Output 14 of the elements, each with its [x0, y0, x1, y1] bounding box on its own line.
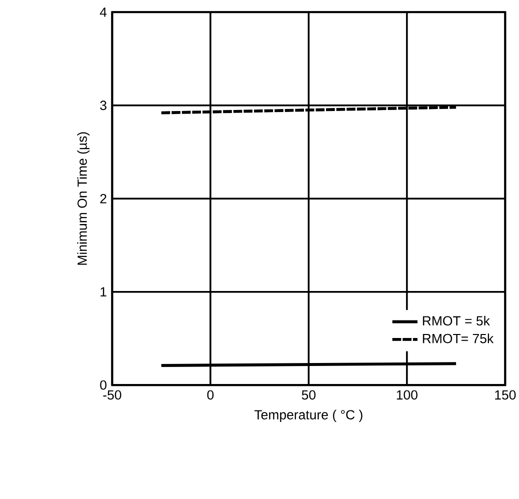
legend-label: RMOT= 75k: [422, 334, 494, 344]
y-tick-label: 0: [100, 380, 106, 390]
y-axis-title: Minimum On Time (µs): [77, 132, 90, 265]
y-tick-label: 2: [100, 194, 106, 204]
x-tick-label: 0: [207, 390, 214, 400]
x-axis-title: Temperature ( °C ): [254, 410, 362, 422]
x-tick-label: 150: [495, 390, 516, 400]
y-tick-label: 4: [100, 8, 107, 17]
x-tick-label: -50: [103, 390, 122, 400]
x-tick-label: 50: [302, 390, 316, 400]
y-tick-label: 3: [100, 100, 106, 110]
x-tick-label: 100: [396, 390, 418, 400]
y-tick-label: 1: [100, 287, 106, 296]
legend-label: RMOT = 5k: [422, 316, 490, 326]
